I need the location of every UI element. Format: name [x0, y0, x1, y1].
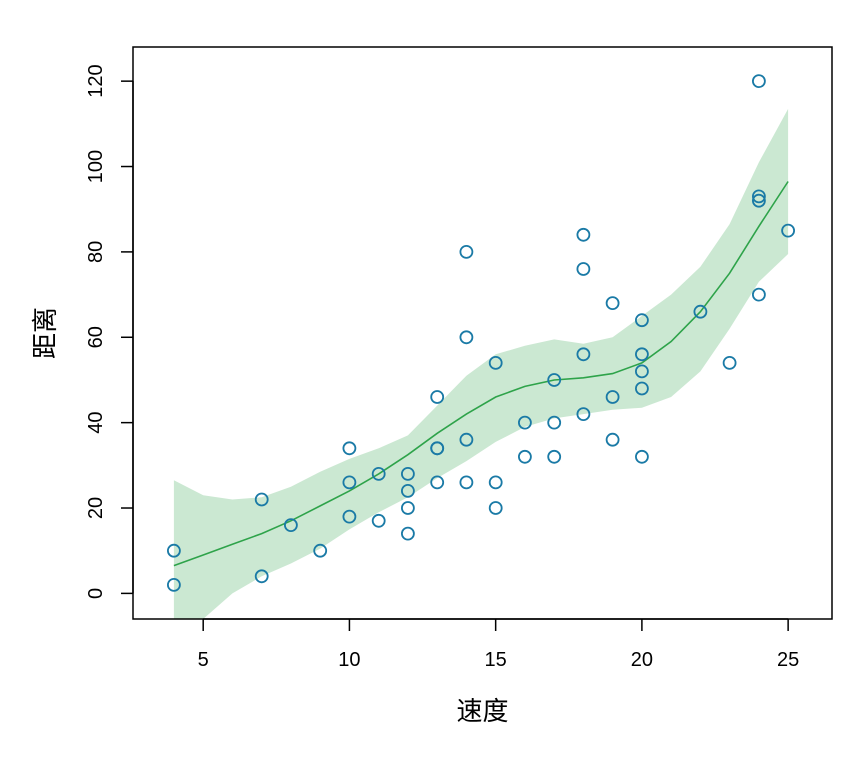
data-point: [547, 373, 562, 387]
data-point: [342, 441, 357, 456]
data-point: [518, 415, 532, 430]
data-point: [576, 407, 591, 422]
data-point: [693, 304, 708, 319]
y-tick-label: 100: [85, 150, 107, 183]
data-point: [459, 475, 474, 490]
data-point: [752, 193, 766, 208]
x-tick-label: 15: [485, 649, 507, 671]
x-tick-label: 5: [198, 649, 209, 671]
data-point: [488, 475, 503, 490]
data-point: [430, 475, 445, 490]
y-tick-label: 20: [85, 497, 107, 519]
data-point: [430, 441, 445, 456]
data-point: [342, 509, 357, 524]
data-point: [635, 381, 649, 396]
data-point: [459, 432, 474, 447]
data-point: [547, 415, 562, 430]
y-axis-title: 距离: [31, 307, 61, 359]
data-point: [635, 449, 649, 464]
data-point: [400, 483, 415, 498]
data-point: [781, 223, 795, 238]
data-point: [576, 227, 591, 242]
smooth-line-layer: [173, 181, 789, 567]
data-point: [752, 189, 766, 204]
data-point: [576, 347, 591, 362]
data-point: [400, 466, 415, 481]
data-point: [488, 355, 503, 370]
y-axis: 0 20 40 60 80 100 120: [85, 64, 134, 599]
y-tick-label: 40: [85, 411, 107, 433]
data-point: [605, 296, 620, 311]
x-tick-label: 25: [777, 649, 799, 671]
x-tick-label: 10: [338, 649, 360, 671]
data-point: [342, 475, 357, 490]
x-tick-label: 20: [631, 649, 653, 671]
data-point: [752, 287, 766, 302]
data-point: [400, 526, 415, 541]
y-tick-label: 0: [85, 588, 107, 599]
data-point: [635, 347, 649, 362]
data-point: [518, 449, 532, 464]
data-point: [576, 262, 591, 276]
confidence-band-layer: [173, 108, 789, 619]
data-point: [605, 390, 620, 404]
y-tick-label: 60: [85, 326, 107, 348]
data-point: [400, 501, 415, 515]
data-point: [166, 543, 181, 558]
x-axis: 5 10 15 20 25: [198, 618, 799, 671]
data-point: [371, 513, 386, 528]
confidence-band: [173, 108, 789, 619]
y-tick-label: 120: [85, 64, 107, 97]
data-point: [254, 569, 269, 584]
y-tick-label: 80: [85, 241, 107, 263]
data-point: [547, 449, 562, 464]
x-axis-title: 速度: [456, 697, 508, 727]
data-point: [459, 244, 474, 259]
data-point: [430, 390, 445, 404]
data-point: [371, 466, 386, 481]
data-point: [605, 432, 620, 447]
data-point: [635, 313, 649, 328]
data-point: [166, 578, 181, 592]
data-point: [313, 543, 328, 558]
data-point: [722, 355, 737, 370]
data-point: [283, 518, 298, 532]
fit-line: [173, 181, 789, 567]
data-point: [254, 492, 269, 507]
data-point: [488, 501, 503, 515]
data-point: [752, 74, 766, 88]
data-points-layer: [166, 74, 795, 592]
data-point: [459, 330, 474, 345]
data-point: [635, 364, 649, 379]
